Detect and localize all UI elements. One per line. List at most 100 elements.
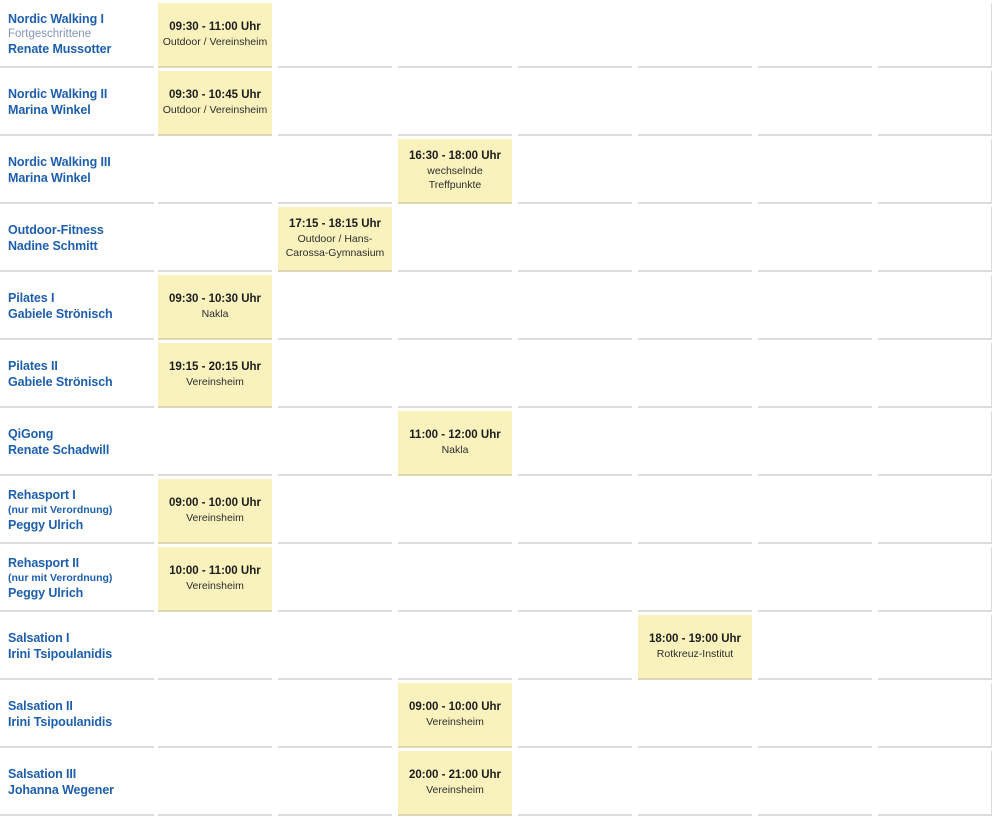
day-cell xyxy=(278,547,392,612)
day-cell xyxy=(758,71,872,136)
day-cell xyxy=(758,683,872,748)
slot-time: 09:00 - 10:00 Uhr xyxy=(408,701,502,713)
day-cell xyxy=(638,139,752,204)
day-cell xyxy=(278,71,392,136)
course-slot: 09:30 - 10:30 Uhr Nakla xyxy=(158,275,272,340)
course-info-cell: QiGong Renate Schadwill xyxy=(0,411,154,476)
slot-location: Outdoor / Vereinsheim xyxy=(162,36,268,48)
day-cell xyxy=(518,479,632,544)
day-cell xyxy=(278,139,392,204)
day-cell xyxy=(638,71,752,136)
course-slot: 19:15 - 20:15 Uhr Vereinsheim xyxy=(158,343,272,408)
day-cell xyxy=(158,207,272,272)
day-cell xyxy=(758,547,872,612)
slot-location: Vereinsheim xyxy=(426,784,484,796)
course-instructor: Irini Tsipoulanidis xyxy=(8,715,113,729)
course-title: Salsation II xyxy=(8,698,73,713)
day-cell xyxy=(878,411,992,476)
slot-time: 18:00 - 19:00 Uhr xyxy=(648,633,742,645)
day-cell xyxy=(158,139,272,204)
day-cell xyxy=(398,343,512,408)
slot-time: 16:30 - 18:00 Uhr xyxy=(408,150,502,162)
course-slot: 09:30 - 11:00 Uhr Outdoor / Vereinsheim xyxy=(158,3,272,68)
course-note: (nur mit Verordnung) xyxy=(8,572,113,584)
course-info-cell: Nordic Walking III Marina Winkel xyxy=(0,139,154,204)
day-cell xyxy=(878,275,992,340)
day-cell xyxy=(158,615,272,680)
course-slot: 17:15 - 18:15 Uhr Outdoor / Hans-Carossa-… xyxy=(278,207,392,272)
course-title: Nordic Walking I xyxy=(8,11,104,26)
slot-location: wechselnde Treffpunkte xyxy=(427,165,483,191)
day-cell xyxy=(518,207,632,272)
day-cell xyxy=(758,275,872,340)
day-cell xyxy=(398,479,512,544)
course-instructor: Irini Tsipoulanidis xyxy=(8,647,113,661)
course-note: Fortgeschrittene xyxy=(8,28,92,40)
course-slot: 09:00 - 10:00 Uhr Vereinsheim xyxy=(158,479,272,544)
course-info-cell: Rehasport II (nur mit Verordnung) Peggy Ul… xyxy=(0,547,154,612)
day-cell xyxy=(878,615,992,680)
slot-location: Outdoor / Vereinsheim xyxy=(162,104,268,116)
course-info-cell: Outdoor-Fitness Nadine Schmitt xyxy=(0,207,154,272)
day-cell xyxy=(398,71,512,136)
day-cell xyxy=(278,683,392,748)
course-title: Rehasport I xyxy=(8,487,76,502)
slot-time: 10:00 - 11:00 Uhr xyxy=(169,565,261,577)
slot-location: Vereinsheim xyxy=(186,580,244,592)
course-note: (nur mit Verordnung) xyxy=(8,504,113,516)
day-cell xyxy=(758,3,872,68)
course-instructor: Renate Mussotter xyxy=(8,42,112,56)
slot-location: Rotkreuz-Institut xyxy=(656,648,734,660)
day-cell xyxy=(278,751,392,816)
course-instructor: Peggy Ulrich xyxy=(8,518,84,532)
course-title: Nordic Walking II xyxy=(8,86,108,101)
course-info-cell: Pilates II Gabiele Strönisch xyxy=(0,343,154,408)
course-row: QiGong Renate Schadwill 11:00 - 12:00 Uhr N… xyxy=(0,411,995,476)
day-cell xyxy=(638,411,752,476)
course-row: Nordic Walking I Fortgeschrittene Renate M… xyxy=(0,3,995,68)
course-slot: 20:00 - 21:00 Uhr Vereinsheim xyxy=(398,751,512,816)
course-slot: 16:30 - 18:00 Uhr wechselnde Treffpunkte xyxy=(398,139,512,204)
day-cell xyxy=(878,71,992,136)
day-cell xyxy=(278,411,392,476)
day-cell xyxy=(518,615,632,680)
slot-time: 09:30 - 10:30 Uhr xyxy=(168,293,262,305)
day-cell xyxy=(518,547,632,612)
day-cell xyxy=(278,343,392,408)
slot-location: Nakla xyxy=(201,308,229,320)
course-instructor: Marina Winkel xyxy=(8,171,91,185)
course-instructor: Marina Winkel xyxy=(8,103,91,117)
course-title: Salsation III xyxy=(8,766,77,781)
day-cell xyxy=(518,683,632,748)
day-cell xyxy=(878,343,992,408)
course-row: Rehasport II (nur mit Verordnung) Peggy Ul… xyxy=(0,547,995,612)
day-cell xyxy=(758,207,872,272)
day-cell xyxy=(638,683,752,748)
day-cell xyxy=(398,3,512,68)
day-cell xyxy=(398,275,512,340)
day-cell xyxy=(518,411,632,476)
day-cell xyxy=(878,479,992,544)
day-cell xyxy=(158,751,272,816)
course-instructor: Nadine Schmitt xyxy=(8,239,98,253)
course-row: Pilates II Gabiele Strönisch 19:15 - 20:15… xyxy=(0,343,995,408)
course-row: Salsation III Johanna Wegener 20:00 - 21:0… xyxy=(0,751,995,816)
day-cell xyxy=(278,615,392,680)
day-cell xyxy=(878,139,992,204)
day-cell xyxy=(758,411,872,476)
day-cell xyxy=(518,751,632,816)
day-cell xyxy=(638,479,752,544)
day-cell xyxy=(518,275,632,340)
course-title: QiGong xyxy=(8,426,54,441)
day-cell xyxy=(518,139,632,204)
day-cell xyxy=(518,71,632,136)
course-row: Outdoor-Fitness Nadine Schmitt 17:15 - 18:… xyxy=(0,207,995,272)
day-cell xyxy=(878,547,992,612)
day-cell xyxy=(158,683,272,748)
slot-time: 19:15 - 20:15 Uhr xyxy=(168,361,262,373)
slot-time: 09:30 - 10:45 Uhr xyxy=(168,89,262,101)
course-slot: 10:00 - 11:00 Uhr Vereinsheim xyxy=(158,547,272,612)
day-cell xyxy=(638,3,752,68)
course-row: Rehasport I (nur mit Verordnung) Peggy Ulr… xyxy=(0,479,995,544)
day-cell xyxy=(758,751,872,816)
